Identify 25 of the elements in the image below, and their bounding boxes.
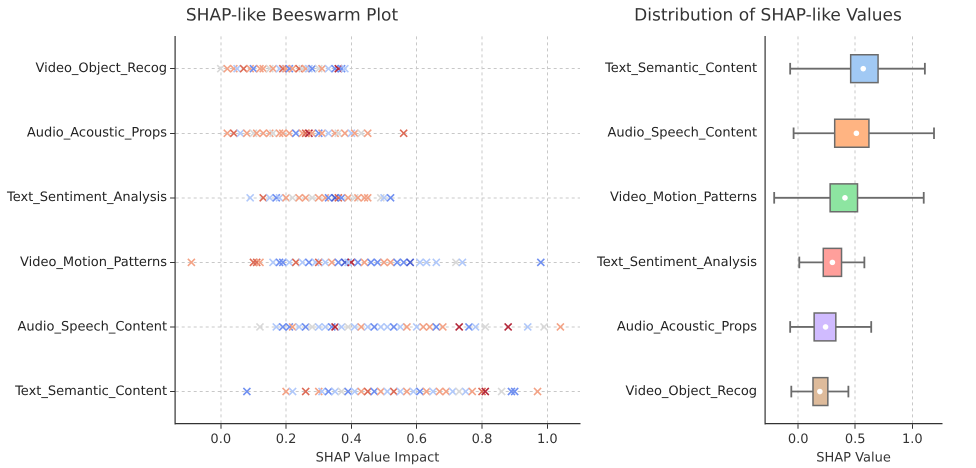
x-tick-label: 0.0: [788, 432, 808, 447]
x-tick-label: 0.8: [472, 432, 492, 447]
x-tick-label: 1.0: [902, 432, 923, 447]
y-tick-label: Audio_Speech_Content: [608, 126, 758, 141]
y-tick-label: Audio_Speech_Content: [18, 319, 168, 334]
x-tick-label: 0.5: [844, 432, 866, 447]
chart-title: SHAP-like Beeswarm Plot: [186, 6, 398, 26]
y-tick-label: Video_Object_Recog: [35, 61, 168, 76]
x-axis-title: SHAP Value Impact: [316, 450, 440, 466]
y-tick-label: Audio_Acoustic_Props: [26, 126, 168, 141]
x-tick-label: 0.0: [210, 432, 232, 447]
x-tick-label: 1.0: [537, 432, 558, 447]
x-tick-label: 0.6: [406, 432, 428, 447]
y-tick-label: Text_Sentiment_Analysis: [6, 190, 168, 206]
x-axis-title: SHAP Value: [816, 450, 891, 466]
y-tick-label: Text_Sentiment_Analysis: [596, 254, 758, 270]
y-tick-label: Video_Motion_Patterns: [20, 254, 168, 270]
x-tick-label: 0.2: [276, 432, 296, 447]
y-tick-label: Audio_Acoustic_Props: [616, 319, 758, 334]
y-tick-label: Text_Semantic_Content: [604, 61, 758, 76]
y-tick-label: Video_Object_Recog: [625, 384, 758, 399]
chart-title: Distribution of SHAP-like Values: [634, 6, 902, 26]
x-tick-label: 0.4: [341, 432, 362, 447]
y-tick-label: Text_Semantic_Content: [14, 384, 168, 399]
y-tick-label: Video_Motion_Patterns: [610, 190, 758, 206]
